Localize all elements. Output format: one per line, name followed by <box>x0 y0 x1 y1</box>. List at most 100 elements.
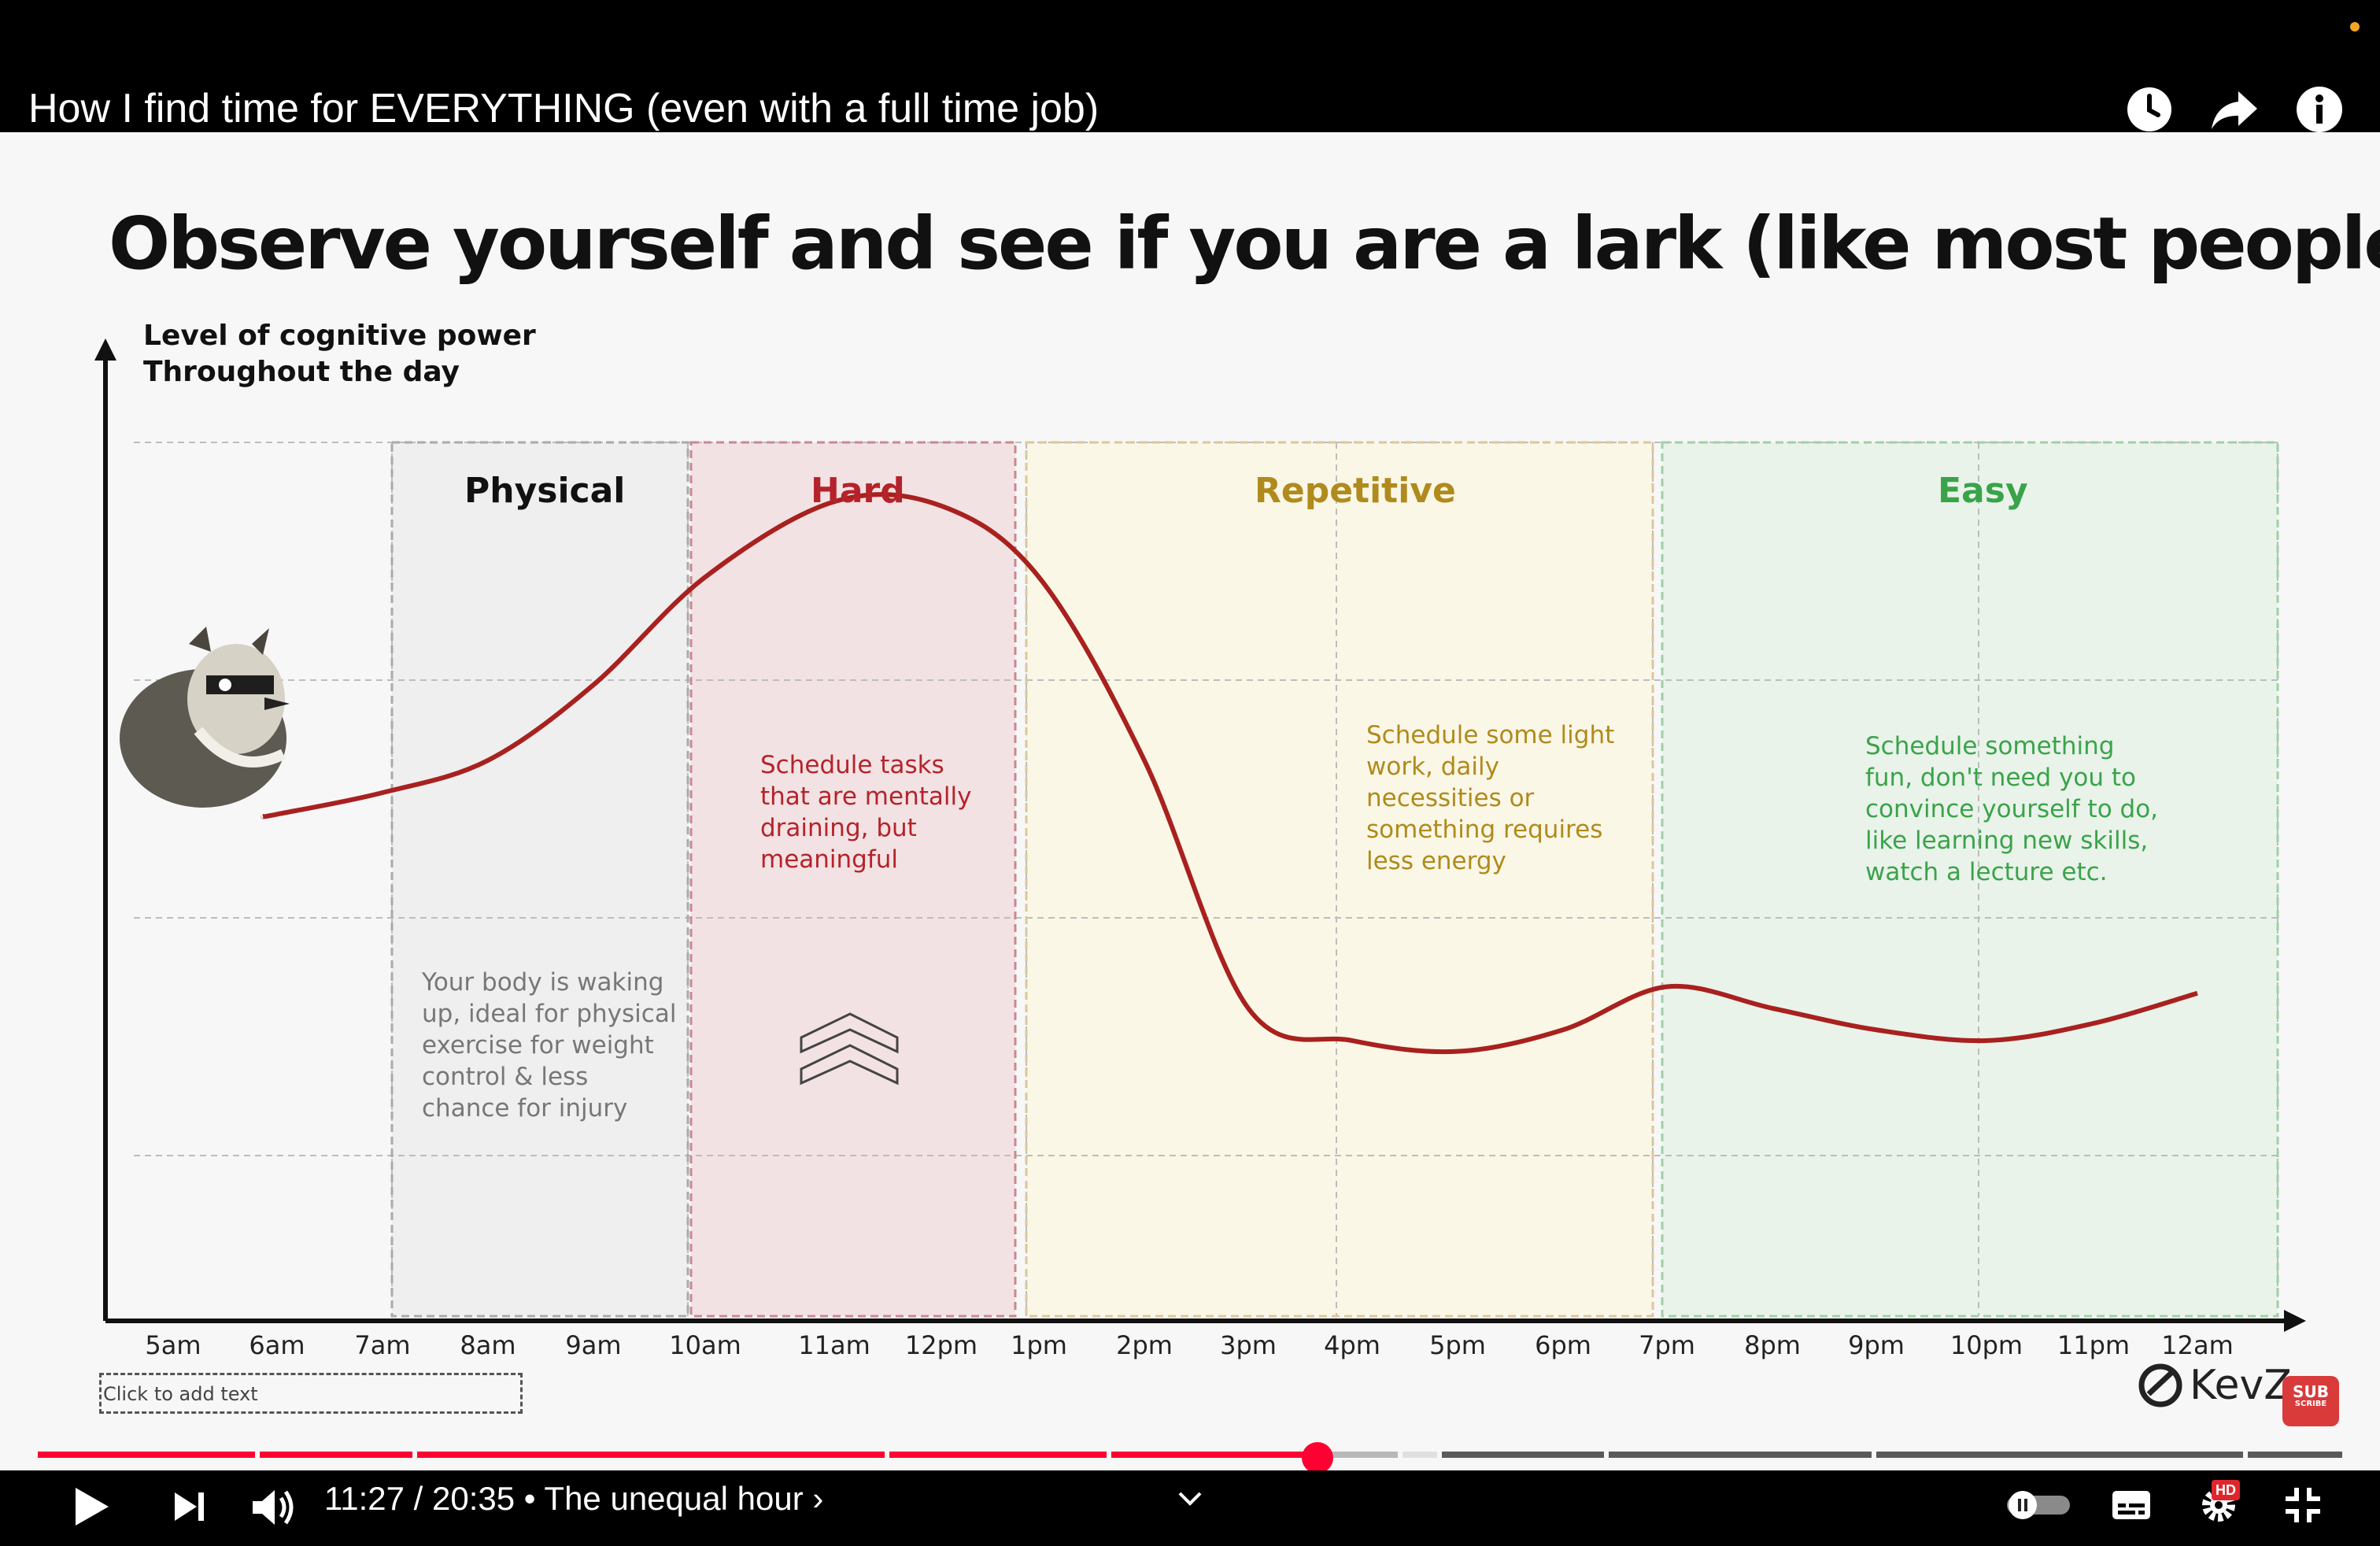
zone-text-line: meaningful <box>760 845 899 874</box>
share-icon[interactable] <box>2208 83 2260 135</box>
chevron-down-icon[interactable] <box>1173 1483 1207 1515</box>
zone-bg-repetitive <box>1026 442 1653 1316</box>
brand-logo: KevZ <box>2138 1362 2292 1409</box>
play-icon[interactable] <box>66 1481 116 1532</box>
y-axis-label-line-1: Level of cognitive power <box>143 320 536 352</box>
x-tick-label: 10am <box>669 1330 741 1360</box>
zone-border-easy <box>1661 441 2279 1318</box>
zone-text-line: Schedule some light <box>1366 721 1615 749</box>
chapter-segment[interactable] <box>417 1452 885 1458</box>
progress-scrubber[interactable] <box>1302 1442 1333 1474</box>
brand-name: KevZ <box>2190 1362 2292 1409</box>
y-axis-label-line-2: Throughout the day <box>143 356 460 388</box>
x-tick-label: 7pm <box>1639 1330 1695 1360</box>
time-current-total: 11:27 / 20:35 <box>324 1480 516 1517</box>
subtitles-icon[interactable] <box>2108 1481 2155 1529</box>
zone-text-hard: Schedule tasks that are mentally drainin… <box>760 749 971 875</box>
zone-text-line: that are mentally <box>760 782 972 811</box>
click-to-add-text-placeholder[interactable]: Click to add text <box>99 1373 523 1414</box>
chapter-segment[interactable] <box>2248 1452 2342 1458</box>
progress-bar[interactable] <box>38 1448 2342 1459</box>
chapter-segment[interactable] <box>1442 1452 1604 1458</box>
time-display: 11:27 / 20:35 • The unequal hour › <box>324 1480 823 1518</box>
zone-title-physical: Physical <box>464 471 626 511</box>
slide: Observe yourself and see if you are a la… <box>0 132 2380 1470</box>
zone-text-line: watch a lecture etc. <box>1865 858 2108 886</box>
zone-text-line: exercise for weight <box>422 1031 654 1060</box>
chapter-segment[interactable] <box>1609 1452 1872 1458</box>
chart <box>94 338 2306 1332</box>
zone-text-line: fun, don't need you to <box>1865 764 2136 792</box>
autoplay-toggle[interactable] <box>2005 1486 2071 1524</box>
video-title[interactable]: How I find time for EVERYTHING (even wit… <box>28 86 1099 131</box>
zone-text-line: up, ideal for physical <box>422 1000 677 1028</box>
cognitive-power-series <box>261 492 2198 1055</box>
zone-text-line: less energy <box>1366 847 1506 875</box>
zone-title-repetitive: Repetitive <box>1255 471 1456 511</box>
chapter-arrow-icon[interactable]: › <box>812 1480 824 1517</box>
x-tick-label: 6pm <box>1535 1330 1591 1360</box>
time-separator: • <box>523 1480 536 1517</box>
info-icon[interactable] <box>2293 83 2345 135</box>
chapter-segment[interactable] <box>1876 1452 2243 1458</box>
zone-border-repetitive <box>1025 441 1654 1318</box>
cognitive-power-line <box>261 492 2198 1055</box>
status-dot <box>2350 22 2360 31</box>
zone-text-line: like learning new skills, <box>1865 827 2149 855</box>
zone-title-hard: Hard <box>811 471 905 511</box>
zone-text-line: Schedule tasks <box>760 751 944 779</box>
chapter-title[interactable]: The unequal hour <box>544 1480 804 1517</box>
zone-text-line: draining, but <box>760 814 917 842</box>
chapter-segment[interactable] <box>1111 1452 1313 1458</box>
x-tick-label: 1pm <box>1011 1330 1067 1360</box>
x-tick-label: 11pm <box>2057 1330 2131 1360</box>
x-tick-label: 6am <box>249 1330 305 1360</box>
zone-text-repetitive: Schedule some light work, daily necessit… <box>1366 719 1614 877</box>
watch-later-icon[interactable] <box>2123 83 2175 135</box>
zone-text-line: Schedule something <box>1865 732 2115 760</box>
chapter-segment[interactable] <box>260 1452 412 1458</box>
x-tick-label: 5am <box>145 1330 201 1360</box>
zone-text-line: control & less <box>422 1063 589 1091</box>
subscribe-badge[interactable]: SUB SCRIBE <box>2282 1376 2339 1426</box>
x-tick-label: 5pm <box>1429 1330 1486 1360</box>
x-tick-label: 12am <box>2161 1330 2234 1360</box>
zone-bg-easy <box>1662 442 2278 1316</box>
x-tick-label: 8pm <box>1744 1330 1801 1360</box>
x-tick-label: 7am <box>354 1330 411 1360</box>
x-tick-label: 4pm <box>1324 1330 1380 1360</box>
zone-border-physical <box>390 441 689 1318</box>
zone-bg-hard <box>691 442 1015 1316</box>
zone-border-hard <box>689 441 1017 1318</box>
chapter-segment-buffered[interactable] <box>1313 1452 1398 1458</box>
lark-bird-image <box>120 627 290 808</box>
subscribe-badge-small: SCRIBE <box>2294 1400 2327 1408</box>
volume-icon[interactable] <box>246 1480 301 1535</box>
x-tick-label: 9pm <box>1848 1330 1905 1360</box>
chapter-segment-buffered[interactable] <box>1402 1452 1437 1458</box>
exit-fullscreen-icon[interactable] <box>2279 1481 2326 1529</box>
x-tick-label: 8am <box>460 1330 516 1360</box>
x-tick-label: 11am <box>798 1330 870 1360</box>
chapter-segment[interactable] <box>889 1452 1107 1458</box>
player-controls <box>0 1470 2380 1546</box>
x-tick-label: 10pm <box>1949 1330 2023 1360</box>
zone-text-easy: Schedule something fun, don't need you t… <box>1865 730 2158 888</box>
next-icon[interactable] <box>164 1481 214 1532</box>
subscribe-badge-label: SUB <box>2293 1382 2329 1401</box>
x-tick-label: 12pm <box>904 1330 978 1360</box>
zone-text-physical: Your body is waking up, ideal for physic… <box>422 967 676 1124</box>
y-axis-label: Level of cognitive power Throughout the … <box>143 318 536 390</box>
video-top-bar: How I find time for EVERYTHING (even wit… <box>0 0 2380 132</box>
x-tick-label: 3pm <box>1220 1330 1277 1360</box>
chapter-segment[interactable] <box>38 1452 255 1458</box>
zone-text-line: chance for injury <box>422 1094 628 1123</box>
kevz-logo-icon <box>2138 1363 2182 1407</box>
chevron-up-icon <box>800 1012 899 1086</box>
x-tick-label: 2pm <box>1116 1330 1173 1360</box>
zone-text-line: convince yourself to do, <box>1865 795 2159 823</box>
zone-text-line: something requires <box>1366 816 1603 844</box>
zone-bg-physical <box>392 442 688 1316</box>
x-tick-label: 9am <box>565 1330 622 1360</box>
zone-title-easy: Easy <box>1938 471 2028 511</box>
